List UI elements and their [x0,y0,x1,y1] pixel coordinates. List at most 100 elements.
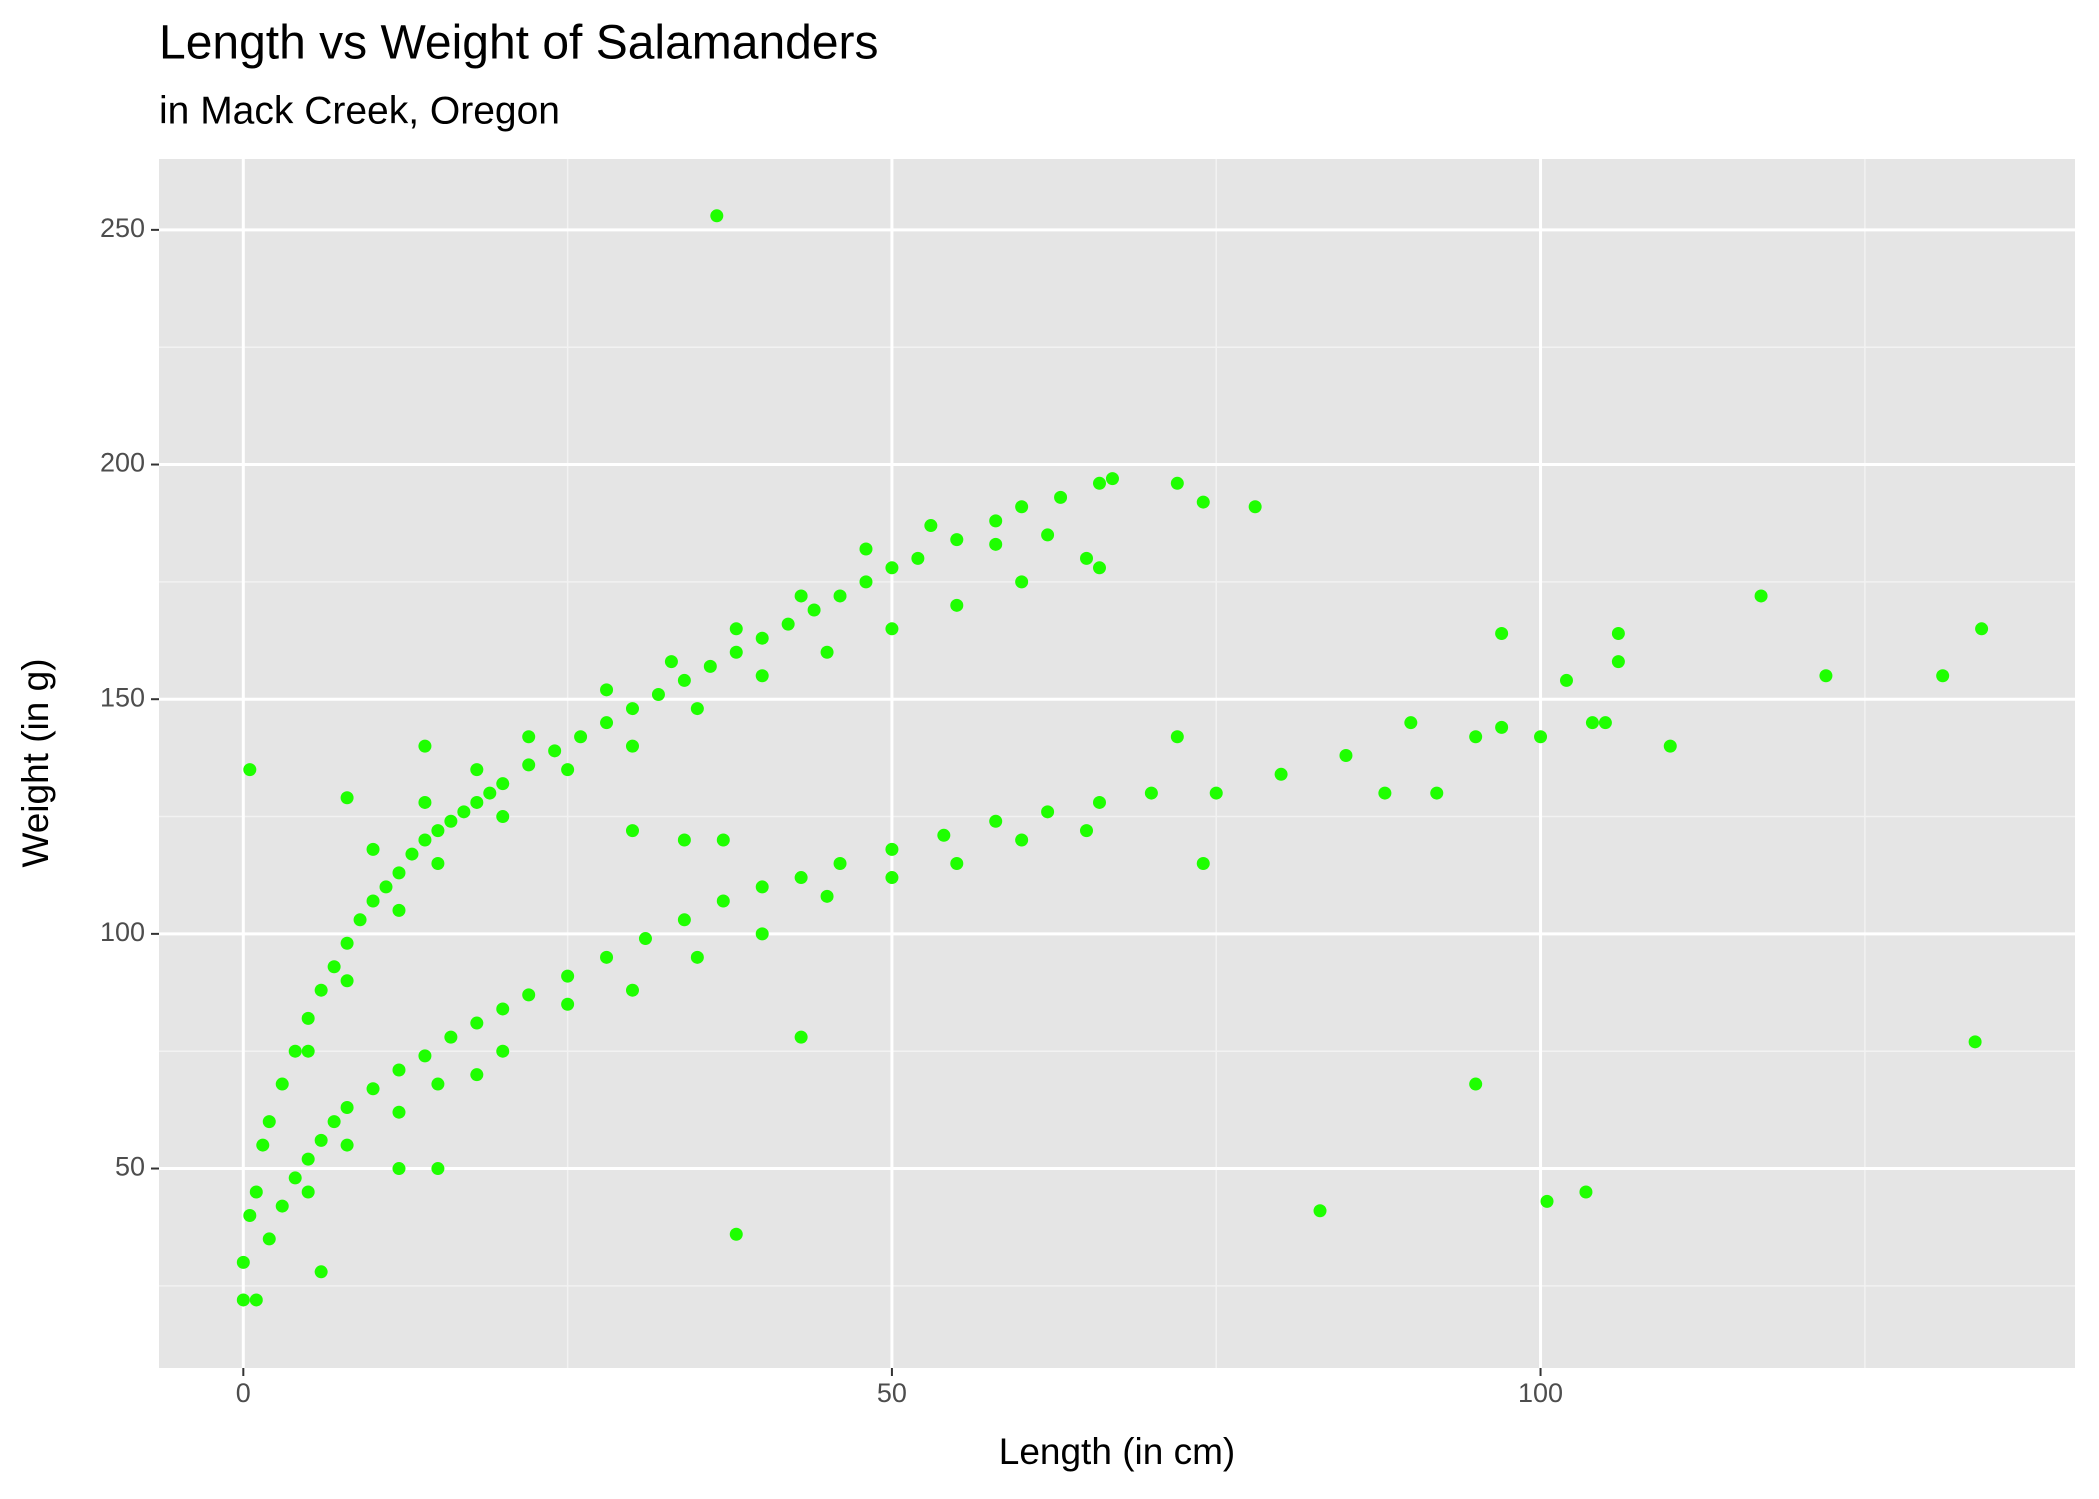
point [392,1162,406,1176]
point [262,1232,276,1246]
point [1170,476,1184,490]
point [431,824,445,838]
y-tick-label: 100 [100,917,145,947]
point [885,842,899,856]
point [256,1138,270,1152]
point [483,786,497,800]
point [1611,655,1625,669]
point [288,1171,302,1185]
point [418,739,432,753]
y-tick-label: 50 [115,1152,145,1182]
point [651,688,665,702]
point [625,824,639,838]
point [548,744,562,758]
point [1495,720,1509,734]
point [392,1063,406,1077]
point [625,702,639,716]
point [262,1115,276,1129]
point [249,1185,263,1199]
point [755,669,769,683]
point [1196,495,1210,509]
point [625,983,639,997]
point [366,1082,380,1096]
point [392,1105,406,1119]
point [950,856,964,870]
point [1663,739,1677,753]
point [1975,622,1989,636]
point [710,209,724,223]
point [340,936,354,950]
point [275,1199,289,1213]
point [600,950,614,964]
point [1015,500,1029,514]
point [1404,716,1418,730]
point [522,758,536,772]
point [275,1077,289,1091]
point [301,1011,315,1025]
point [638,932,652,946]
point [314,1133,328,1147]
point [340,1101,354,1115]
point [288,1044,302,1058]
point [794,1030,808,1044]
point [729,1227,743,1241]
point [1579,1185,1593,1199]
point [911,551,925,565]
point [340,1138,354,1152]
point [418,833,432,847]
point [807,603,821,617]
point [716,833,730,847]
y-tick-label: 200 [100,448,145,478]
point [703,659,717,673]
point [1092,561,1106,575]
y-axis-title: Weight (in g) [15,658,56,867]
point [561,763,575,777]
point [392,903,406,917]
point [418,795,432,809]
point [755,880,769,894]
point [690,702,704,716]
point [574,730,588,744]
point [314,1265,328,1279]
point [885,871,899,885]
point [1248,500,1262,514]
point [1015,575,1029,589]
point [561,969,575,983]
point [457,805,471,819]
point [444,1030,458,1044]
point [496,777,510,791]
point [1598,716,1612,730]
point [301,1044,315,1058]
point [1144,786,1158,800]
point [470,1068,484,1082]
point [664,655,678,669]
point [833,589,847,603]
point [327,1115,341,1129]
point [522,988,536,1002]
point [444,814,458,828]
chart-title: Length vs Weight of Salamanders [159,17,879,70]
point [781,617,795,631]
point [677,673,691,687]
point [600,683,614,697]
point [301,1185,315,1199]
point [1196,856,1210,870]
point [1313,1204,1327,1218]
x-tick-label: 50 [877,1378,907,1408]
point [431,856,445,870]
point [1469,730,1483,744]
point [1534,730,1548,744]
point [677,913,691,927]
point [1105,472,1119,486]
x-tick-label: 100 [1518,1378,1563,1408]
point [1936,669,1950,683]
point [340,791,354,805]
point [496,1044,510,1058]
point [1559,673,1573,687]
point [625,739,639,753]
point [496,1002,510,1016]
point [755,927,769,941]
point [755,631,769,645]
point [327,960,341,974]
